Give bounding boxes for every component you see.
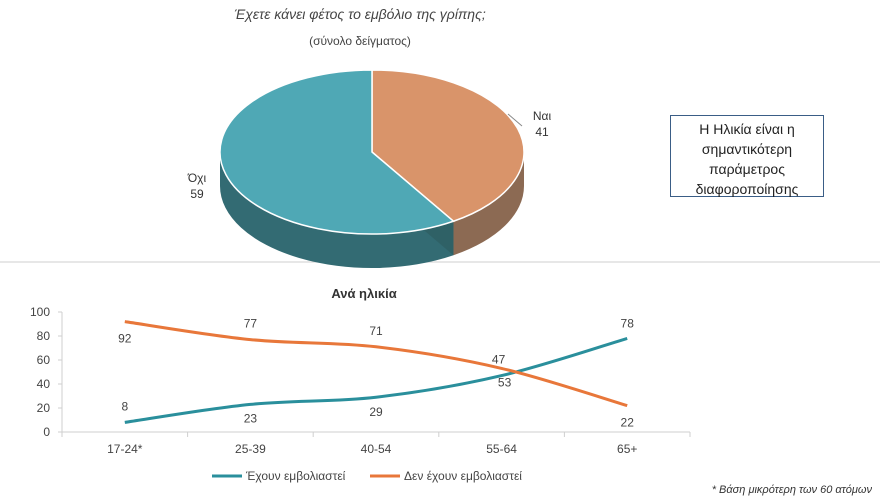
legend-label: Δεν έχουν εμβολιαστεί bbox=[404, 469, 522, 483]
y-tick-label: 100 bbox=[30, 305, 50, 319]
y-tick-label: 80 bbox=[37, 329, 51, 343]
series-line-vaccinated bbox=[124, 336, 628, 424]
data-label: 53 bbox=[498, 375, 512, 389]
pie-slice-no bbox=[219, 69, 455, 235]
data-label: 77 bbox=[244, 317, 258, 331]
x-tick-label: 25-39 bbox=[235, 442, 266, 456]
pie-label-yes: Ναι bbox=[533, 109, 552, 123]
x-tick-label: 17-24* bbox=[107, 442, 143, 456]
x-tick-label: 55-64 bbox=[486, 442, 517, 456]
pie-title: Έχετε κάνει φέτος το εμβόλιο της γρίπης; bbox=[234, 6, 486, 22]
pie-leader-yes bbox=[507, 113, 523, 127]
footnote: * Βάση μικρότερη των 60 ατόμων bbox=[711, 484, 872, 496]
note-box: Η Ηλικία είναι η σημαντικότερη παράμετρο… bbox=[670, 115, 824, 197]
series-line-not-vaccinated bbox=[124, 320, 628, 408]
pie-value-no: 59 bbox=[190, 187, 204, 201]
y-tick-label: 40 bbox=[37, 377, 51, 391]
data-label: 78 bbox=[621, 316, 635, 330]
data-label: 22 bbox=[621, 416, 635, 430]
data-label: 47 bbox=[492, 353, 506, 367]
pie-value-yes: 41 bbox=[535, 125, 549, 139]
line-chart: 0 20 40 60 80 100 17-24* 25-39 40-54 55-64 65+ 8 23 2… bbox=[30, 305, 691, 483]
pie-side-yes bbox=[453, 152, 524, 256]
line-chart-title: Ανά ηλικία bbox=[331, 286, 396, 301]
y-tick-label: 60 bbox=[37, 353, 51, 367]
pie-label-no: Όχι bbox=[187, 171, 207, 185]
legend-label: Έχουν εμβολιαστεί bbox=[245, 469, 346, 483]
y-tick-label: 20 bbox=[37, 401, 51, 415]
data-label: 29 bbox=[369, 405, 383, 419]
data-label: 92 bbox=[118, 332, 132, 346]
pie-chart: Ναι 41 Όχι 59 bbox=[187, 69, 552, 268]
legend: Έχουν εμβολιαστεί Δεν έχουν εμβολιαστεί bbox=[212, 469, 522, 483]
pie-subtitle: (σύνολο δείγματος) bbox=[309, 34, 411, 48]
pie-side-no bbox=[220, 152, 454, 268]
data-label: 71 bbox=[369, 324, 383, 338]
y-tick-label: 0 bbox=[43, 425, 50, 439]
data-label: 8 bbox=[121, 399, 128, 413]
x-tick-label: 65+ bbox=[617, 442, 637, 456]
data-label: 23 bbox=[244, 411, 258, 425]
x-tick-label: 40-54 bbox=[361, 442, 392, 456]
